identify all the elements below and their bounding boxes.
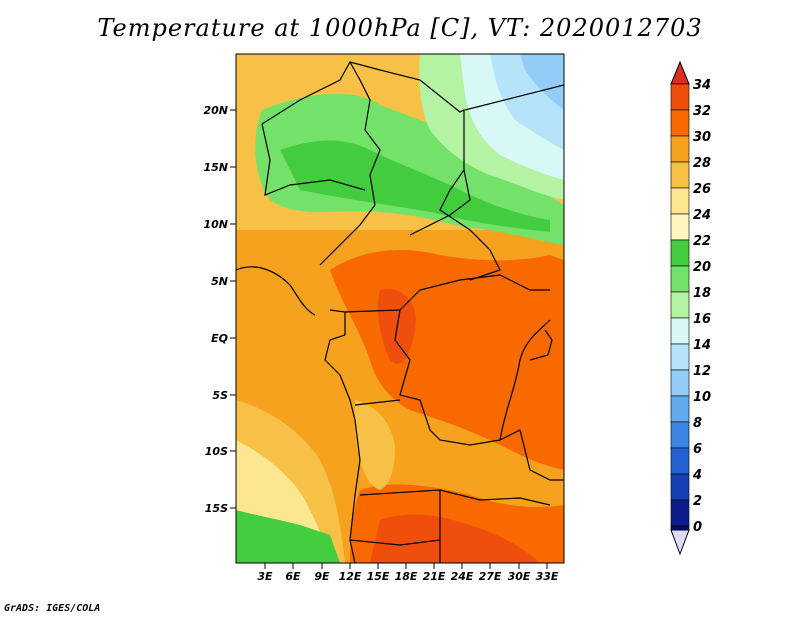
colorbar-swatch — [670, 525, 690, 531]
country-boundaries — [236, 61, 564, 563]
lon-label-3e: 3E — [257, 570, 273, 583]
lon-label-24e: 24E — [451, 570, 474, 583]
colorbar-top-arrow — [670, 60, 690, 85]
colorbar-label-24: 24 — [693, 208, 711, 223]
colorbar-swatch — [670, 109, 690, 137]
lon-label-12e: 12E — [339, 570, 362, 583]
map-title: Temperature at 1000hPa [C], VT: 20200127… — [97, 14, 703, 42]
lon-label-15e: 15E — [367, 570, 390, 583]
lat-label-20n: 20N — [203, 104, 228, 117]
colorbar-swatch — [670, 317, 690, 345]
colorbar-swatch — [670, 187, 690, 215]
lon-label-27e: 27E — [479, 570, 502, 583]
colorbar-swatch — [670, 213, 690, 241]
lat-label-5s: 5S — [212, 389, 228, 402]
colorbar-label-30: 30 — [693, 130, 711, 145]
lat-label-10n: 10N — [203, 218, 228, 231]
colorbar-swatch — [670, 473, 690, 501]
colorbar-label-6: 6 — [693, 442, 702, 457]
colorbar-label-12: 12 — [693, 364, 711, 379]
colorbar: 34 32 30 28 26 24 22 20 18 16 14 12 10 8… — [670, 60, 711, 556]
colorbar-swatch — [670, 135, 690, 163]
colorbar-swatch — [670, 239, 690, 267]
lon-label-33e: 33E — [536, 570, 559, 583]
colorbar-label-2: 2 — [693, 494, 702, 509]
colorbar-label-8: 8 — [693, 416, 702, 431]
grads-credit: GrADS: IGES/COLA — [4, 603, 101, 614]
colorbar-swatch — [670, 291, 690, 319]
colorbar-swatch — [670, 161, 690, 189]
lat-label-15s: 15S — [205, 502, 228, 515]
colorbar-label-10: 10 — [693, 390, 711, 405]
colorbar-label-22: 22 — [693, 234, 711, 249]
latitude-axis: 20N 15N 10N 5N EQ 5S 10S 15S — [203, 104, 236, 515]
lat-label-5n: 5N — [211, 275, 228, 288]
colorbar-label-16: 16 — [693, 312, 711, 327]
colorbar-label-4: 4 — [692, 468, 702, 483]
colorbar-swatch — [670, 369, 690, 397]
colorbar-label-18: 18 — [693, 286, 711, 301]
lat-label-15n: 15N — [203, 161, 228, 174]
lon-label-30e: 30E — [508, 570, 531, 583]
lon-label-21e: 21E — [423, 570, 446, 583]
map-frame — [235, 53, 565, 564]
temperature-field — [236, 54, 564, 563]
colorbar-swatch — [670, 499, 690, 527]
colorbar-label-20: 20 — [693, 260, 711, 275]
colorbar-label-26: 26 — [693, 182, 711, 197]
colorbar-swatch — [670, 421, 690, 449]
lon-label-18e: 18E — [395, 570, 418, 583]
longitude-axis: 3E 6E 9E 12E 15E 18E 21E 24E 27E 30E 33E — [257, 563, 559, 583]
colorbar-swatch — [670, 265, 690, 293]
lat-label-eq: EQ — [211, 332, 228, 345]
colorbar-swatch — [670, 343, 690, 371]
colorbar-label-14: 14 — [693, 338, 711, 353]
colorbar-label-32: 32 — [693, 104, 711, 119]
colorbar-swatch — [670, 395, 690, 423]
lon-label-9e: 9E — [314, 570, 330, 583]
colorbar-swatch — [670, 83, 690, 111]
colorbar-swatch — [670, 447, 690, 475]
colorbar-label-28: 28 — [693, 156, 711, 171]
colorbar-label-34: 34 — [693, 78, 711, 93]
lat-label-10s: 10S — [205, 445, 228, 458]
colorbar-bottom-arrow — [670, 529, 690, 556]
lon-label-6e: 6E — [285, 570, 301, 583]
colorbar-label-0: 0 — [693, 520, 702, 535]
